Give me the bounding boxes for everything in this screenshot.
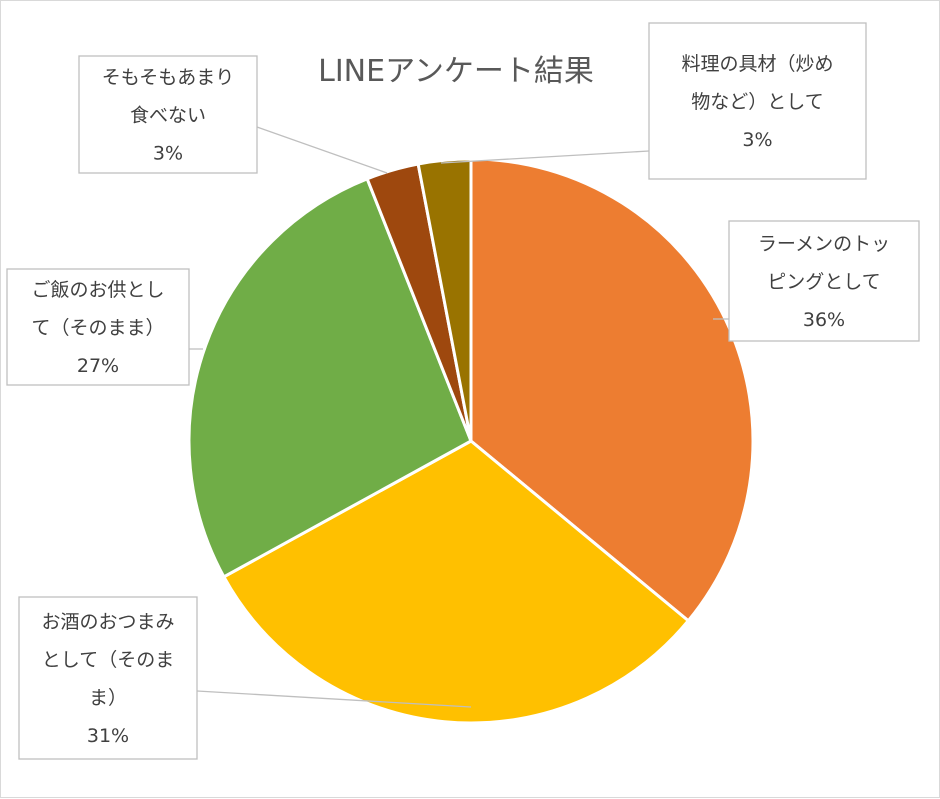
pie-slice-3 [187, 176, 473, 579]
data-label-percent: 27% [77, 355, 119, 377]
data-label-percent: 3% [742, 129, 772, 151]
callout-box [648, 22, 867, 180]
callout-box [18, 596, 198, 760]
data-label-category: 食べない [130, 105, 206, 127]
data-label-percent: 3% [153, 143, 183, 165]
pie-slice-1 [469, 157, 755, 623]
data-label-category: ご飯のお供とし [31, 279, 164, 301]
data-label-percent: 36% [803, 309, 845, 331]
leader-line-2 [196, 690, 472, 708]
callout-box [78, 55, 258, 174]
data-label-category: 料理の具材（炒め [681, 53, 833, 75]
data-label-category: として（そのま [42, 649, 174, 671]
pie-slice-5 [416, 157, 473, 442]
data-label-category: ま） [89, 687, 127, 709]
leader-line-5 [440, 150, 650, 164]
data-label-category: ラーメンのトッ [758, 233, 890, 255]
data-label-category: お酒のおつまみ [41, 611, 174, 633]
leader-line-4 [256, 126, 388, 174]
pie-slices [187, 157, 755, 725]
leader-lines [189, 126, 729, 708]
data-label-category: 物など）として [691, 91, 823, 113]
callout-box [6, 268, 190, 386]
pie-slice-2 [221, 439, 691, 725]
data-label-category: そもそもあまり [102, 67, 235, 89]
data-label-category: ピングとして [767, 271, 880, 293]
chart-title: LINEアンケート結果 [318, 54, 594, 89]
data-label-category: て（そのまま） [31, 317, 164, 339]
callout-box [728, 220, 920, 342]
data-label-percent: 31% [87, 725, 129, 747]
